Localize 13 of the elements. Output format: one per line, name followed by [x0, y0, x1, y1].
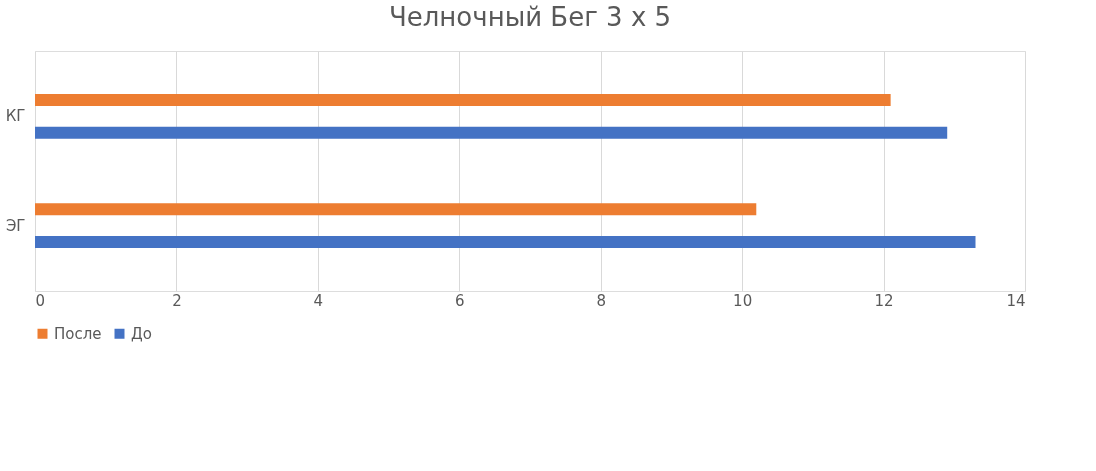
x-tick-label: 12 — [874, 291, 894, 310]
x-tick-label: 8 — [596, 291, 606, 310]
x-tick-label: 2 — [172, 291, 182, 310]
x-tick-label: 10 — [733, 291, 753, 310]
x-tick-label: 14 — [1006, 291, 1026, 310]
chart-title: Челночный Бег 3 х 5 — [388, 2, 672, 32]
x-tick-label: 4 — [313, 291, 324, 310]
x-tick-label: 6 — [455, 291, 465, 310]
legend-label: После — [54, 324, 102, 343]
y-tick-label: КГ — [5, 107, 26, 126]
x-tick-label: 0 — [35, 291, 46, 310]
legend-label: До — [131, 324, 152, 343]
y-tick-label: ЭГ — [5, 216, 26, 235]
